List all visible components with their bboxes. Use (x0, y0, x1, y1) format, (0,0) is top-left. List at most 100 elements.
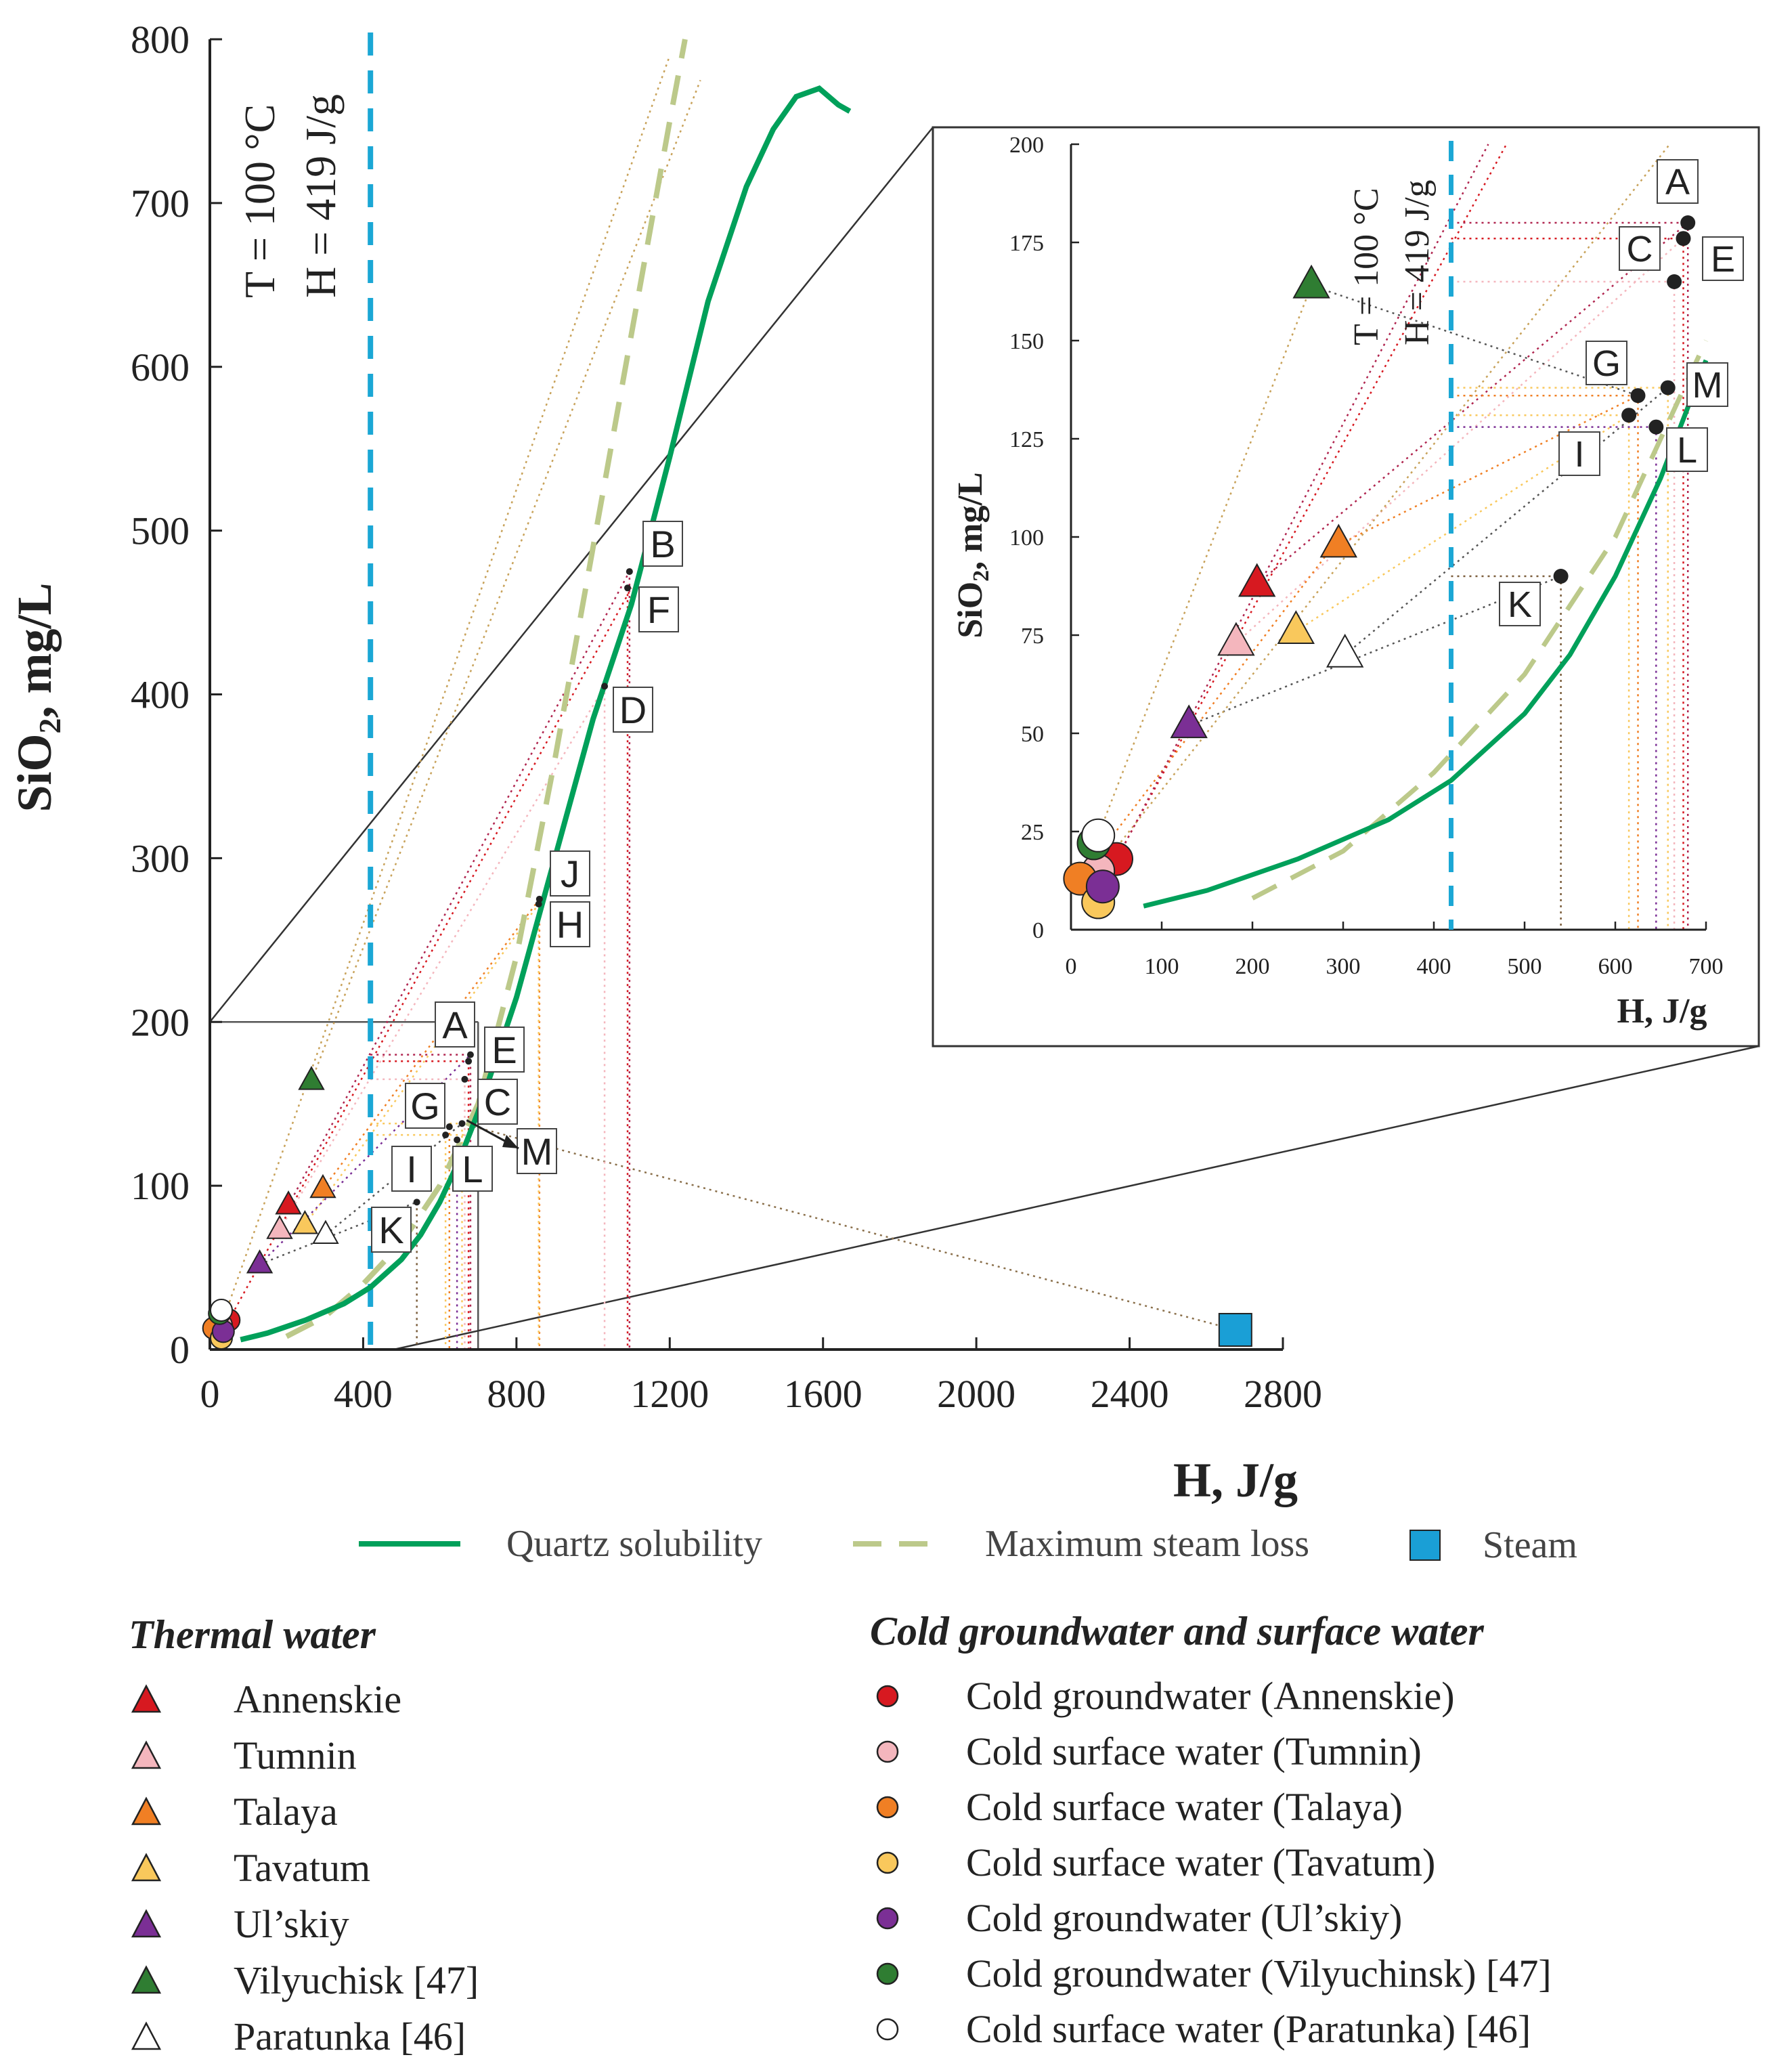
inset-point-label-box (1657, 159, 1699, 204)
inset-x-tick-label: 200 (1236, 954, 1270, 979)
point-label: M (521, 1130, 553, 1173)
point-label-box (391, 1146, 432, 1192)
legend-cold-title: Cold groundwater and surface water (870, 1609, 1484, 1654)
inset-point-label-box (1499, 582, 1541, 626)
inset-y-tick-label: 175 (1009, 231, 1044, 256)
inset-point-label: C (1627, 229, 1653, 269)
legend-item: Cold groundwater (Annenskie) (870, 1669, 1764, 1725)
y-tick-label: 600 (131, 345, 190, 389)
inset-point-label: A (1665, 162, 1690, 202)
inset-cold-water-marker (1081, 818, 1116, 852)
point-label: C (484, 1081, 511, 1123)
mixing-line (287, 571, 630, 1206)
legend-cold: Cold groundwater and surface water Cold … (870, 1608, 1764, 2058)
inset-end-member-point (1676, 231, 1691, 246)
inset-y-tick-label: 0 (1032, 918, 1044, 943)
inset-y-tick-label: 75 (1021, 624, 1044, 649)
legend-item: Cold surface water (Talaya) (870, 1780, 1764, 1836)
triangle-icon (131, 1965, 162, 1994)
point-label: A (442, 1003, 468, 1046)
thermal-water-marker (312, 1220, 339, 1244)
point-label-box (550, 901, 590, 947)
point-label: K (378, 1209, 403, 1251)
legend-steamloss-label: Maximum steam loss (985, 1523, 1309, 1565)
legend-marker-shape (131, 2021, 162, 2050)
x-tick-label: 2800 (1244, 1372, 1322, 1416)
legend-marker-shape (876, 1962, 899, 1985)
inset-thermal-water-marker (1217, 622, 1255, 656)
legend-marker-shape (131, 1796, 162, 1826)
point-label-box (484, 1027, 525, 1073)
point-label-box (638, 586, 679, 632)
end-member-point (466, 1051, 474, 1058)
x-tick-label: 800 (487, 1372, 546, 1416)
legend-item-label: Paratunka [46] (234, 2014, 466, 2058)
inset-x-tick-label: 100 (1145, 954, 1179, 979)
inset-point-label-box (1586, 341, 1627, 385)
triangle-icon (131, 1740, 162, 1769)
legend-item: Cold surface water (Paratunka) [46] (870, 2002, 1764, 2058)
inset-point-label: M (1692, 365, 1723, 406)
point-label-box (550, 850, 590, 897)
x-tick-label: 400 (334, 1372, 393, 1416)
inset-point-label: K (1508, 584, 1532, 625)
inset-y-axis-label: SiO2, mg/L (951, 472, 994, 638)
inset-x-tick-label: 300 (1326, 954, 1361, 979)
inset-end-member-point (1660, 380, 1676, 395)
inset-plot: 0 25 50 75 100 125 150 175 200 0 100 200 300 400 500 60… (932, 126, 1760, 1048)
legend-marker-shape (876, 1907, 899, 1930)
point-label-box (452, 1146, 493, 1192)
x-tick-label: 1600 (784, 1372, 862, 1416)
triangle-icon (131, 1909, 162, 1938)
legend-item-label: Talaya (234, 1790, 338, 1834)
inset-cold-water-marker (1085, 869, 1120, 904)
inset-point-label-box (1619, 226, 1661, 271)
point-label: D (619, 689, 647, 731)
y-tick-label: 400 (131, 673, 190, 717)
legend-marker-shape (131, 1684, 162, 1713)
inset-point-label: L (1677, 430, 1697, 471)
inset-end-member-point (1648, 419, 1664, 435)
mixing-line (462, 1123, 1236, 1331)
triangle-icon (131, 1796, 162, 1826)
legend-item: Tavatum (129, 1841, 738, 1897)
inset-end-member-point (1680, 215, 1696, 230)
thermal-water-marker (275, 1190, 302, 1215)
legend-item: Paratunka [46] (129, 2010, 738, 2066)
end-member-point (442, 1131, 450, 1139)
legend-marker-shape (131, 1740, 162, 1769)
legend-thermal: Thermal water Annenskie Tumnin Talaya Tavat… (129, 1612, 738, 2066)
legend-marker-shape (131, 1965, 162, 1994)
inset-thermal-water-marker (1277, 610, 1315, 644)
inset-y-tick-label: 200 (1009, 133, 1044, 158)
end-member-point (624, 584, 632, 592)
legend-item-label: Cold groundwater (Annenskie) (966, 1674, 1455, 1718)
point-label-box (517, 1128, 557, 1174)
circle-icon (876, 1740, 899, 1763)
y-tick-label: 200 (131, 1000, 190, 1044)
end-member-point (454, 1136, 461, 1144)
end-member-point (626, 568, 633, 576)
point-label-box (371, 1207, 412, 1253)
steam-marker (1218, 1312, 1252, 1347)
inset-point-label: I (1574, 434, 1584, 475)
legend-steam-label: Steam (1483, 1524, 1577, 1566)
quartz-solubility-curve (240, 85, 852, 1343)
circle-icon (876, 1685, 899, 1708)
zoom-guide-upper (209, 127, 934, 1023)
x-tick-label: 2400 (1091, 1372, 1169, 1416)
end-member-point (461, 1075, 468, 1083)
zoom-guide-lower (393, 1045, 1759, 1351)
inset-mixing-line (1338, 395, 1639, 546)
thermal-water-marker (309, 1173, 336, 1199)
inset-mixing-line (1097, 144, 1671, 871)
legend-item-label: Cold surface water (Tumnin) (966, 1729, 1422, 1773)
legend-quartz-label: Quartz solubility (506, 1523, 762, 1565)
inset-x-tick-label: 500 (1508, 954, 1542, 979)
circle-icon (876, 1796, 899, 1819)
x-tick-label: 1200 (630, 1372, 709, 1416)
inset-thermal-water-marker (1170, 704, 1208, 739)
legend-marker-shape (876, 1740, 899, 1763)
